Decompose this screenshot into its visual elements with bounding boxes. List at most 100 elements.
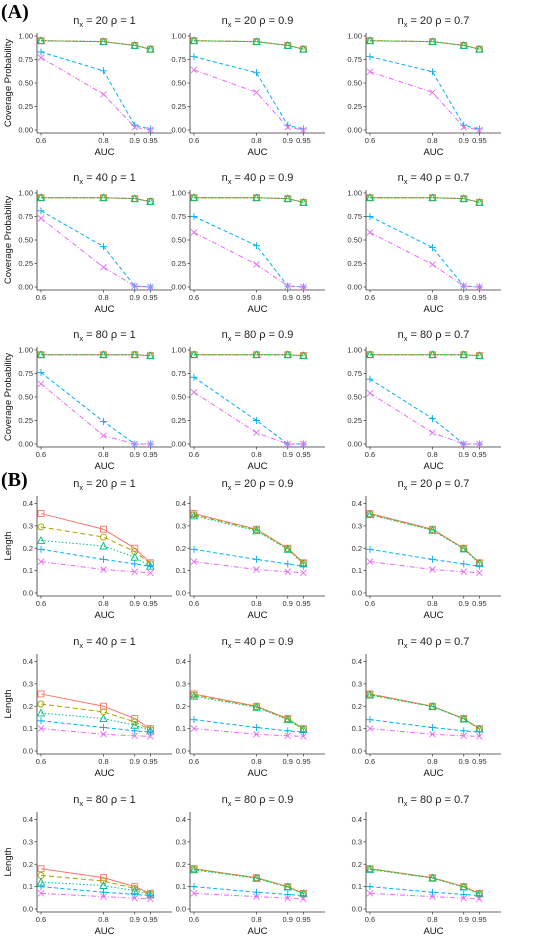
y-tick-label: 0.4	[23, 815, 33, 824]
series-line-3	[193, 515, 304, 565]
data-point-5	[476, 569, 483, 577]
data-point-3	[189, 36, 199, 45]
data-point-3	[459, 350, 469, 359]
y-tick-label: 0.2	[176, 860, 186, 869]
data-point-3	[252, 526, 261, 535]
data-point-5	[460, 568, 468, 576]
y-tick-label: 0.1	[176, 566, 186, 575]
series-line-3	[370, 354, 480, 357]
y-tick-label: 0.4	[352, 815, 362, 824]
chart-panel: nx = 80 ρ = 0.7 0.0 0.1 0.2 0.3 0.4 0.6 0.8 0.9 0…	[352, 794, 501, 937]
data-point-5	[284, 440, 292, 448]
data-point-5	[190, 725, 198, 732]
data-point-5	[300, 126, 307, 134]
data-point-4	[429, 724, 436, 731]
x-tick-label: 0.9	[459, 757, 469, 766]
panel-title: nx = 20 ρ = 1	[73, 15, 136, 29]
data-point-3	[299, 197, 308, 206]
data-point-3	[146, 197, 155, 205]
y-tick-label: 0.50	[171, 236, 186, 245]
data-point-3	[475, 44, 484, 53]
y-tick-label: 0.3	[176, 679, 186, 688]
y-tick-label: 0.2	[352, 544, 362, 553]
y-tick-label: 0.25	[347, 416, 362, 425]
y-tick-label: 0.00	[347, 283, 362, 292]
y-tick-label: 0.3	[176, 837, 186, 846]
x-tick-label: 0.9	[283, 293, 293, 302]
data-point-5	[366, 389, 374, 397]
data-point-3	[365, 36, 375, 45]
data-point-3	[36, 36, 46, 45]
data-point-5	[147, 283, 154, 291]
x-axis-title: AUC	[94, 926, 114, 937]
data-point-5	[366, 558, 374, 565]
y-tick-label: 0.75	[347, 212, 362, 221]
y-tick-label: 0.0	[23, 589, 33, 598]
x-tick-label: 0.9	[130, 293, 140, 302]
y-tick-label: 0.4	[23, 499, 33, 508]
x-tick-label: 0.6	[365, 915, 375, 924]
data-point-4	[146, 892, 154, 900]
series-line-1	[193, 693, 304, 730]
data-point-4	[429, 555, 436, 563]
data-point-5	[366, 725, 374, 732]
y-tick-label: 0.50	[18, 79, 33, 88]
data-point-5	[300, 569, 307, 577]
y-tick-label: 0.25	[171, 102, 186, 111]
data-point-5	[476, 283, 483, 291]
data-point-3	[36, 193, 46, 202]
data-point-4	[190, 883, 198, 891]
chart-panel: nx = 40 ρ = 0.7 0.00 0.25 0.50 0.75 1.00 0.6 0.…	[347, 172, 501, 315]
y-tick-label: 0.50	[347, 79, 362, 88]
series-line-1	[369, 513, 480, 564]
data-point-4	[299, 728, 307, 736]
series-line-4	[193, 216, 304, 288]
x-tick-label: 0.8	[98, 293, 108, 302]
data-point-4	[475, 125, 483, 133]
series-line-4	[193, 719, 304, 733]
data-point-2	[100, 533, 107, 541]
x-axis-title: AUC	[423, 610, 443, 621]
data-point-4	[460, 727, 468, 735]
x-tick-label: 0.9	[283, 599, 293, 608]
y-tick-label: 0.00	[171, 283, 186, 292]
panel-title: nx = 20 ρ = 0.9	[222, 15, 294, 29]
data-point-5	[429, 261, 436, 268]
data-point-3	[459, 544, 469, 553]
x-tick-label: 0.8	[98, 757, 108, 766]
panel-title: nx = 20 ρ = 0.9	[222, 478, 294, 492]
series-line-4	[193, 886, 304, 897]
y-tick-label: 0.75	[171, 369, 186, 378]
series-line-1	[40, 693, 151, 730]
data-point-4	[146, 125, 154, 133]
data-point-5	[100, 893, 107, 901]
data-point-3	[475, 197, 484, 206]
x-tick-label: 0.6	[36, 450, 46, 459]
series-line-4	[40, 720, 151, 733]
series-line-3	[41, 197, 151, 202]
y-tick-label: 0.1	[23, 724, 33, 733]
data-point-5	[37, 215, 45, 222]
y-tick-label: 1.00	[347, 346, 362, 355]
data-point-3	[99, 37, 108, 46]
x-axis-title: AUC	[247, 768, 267, 779]
y-tick-label: 0.00	[171, 126, 186, 135]
y-tick-label: 0.3	[352, 521, 362, 530]
data-point-3	[459, 194, 469, 203]
data-point-4	[475, 728, 483, 736]
y-tick-label: 0.25	[347, 259, 362, 268]
section-label-a: (A)	[1, 1, 29, 23]
y-tick-label: 0.3	[23, 837, 33, 846]
data-point-5	[476, 440, 483, 448]
y-axis-title: Coverage Probability	[3, 353, 14, 441]
x-tick-label: 0.6	[36, 915, 46, 924]
series-line-4	[369, 886, 480, 897]
y-tick-label: 1.00	[18, 346, 33, 355]
data-point-4	[253, 888, 260, 896]
series-line-5	[369, 728, 480, 737]
data-point-3	[36, 535, 46, 544]
x-tick-label: 0.95	[296, 136, 311, 145]
data-point-5	[190, 890, 198, 897]
x-tick-label: 0.9	[283, 757, 293, 766]
